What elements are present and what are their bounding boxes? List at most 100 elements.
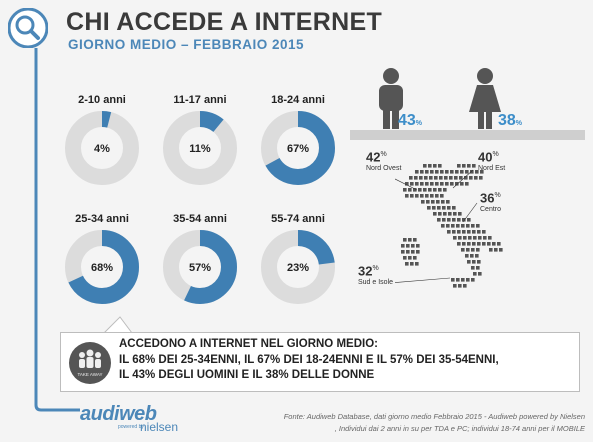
map-dot — [442, 206, 446, 210]
map-dot — [408, 188, 412, 192]
map-dot — [483, 236, 487, 240]
donut-value-label: 11% — [189, 143, 211, 155]
map-dot — [467, 230, 471, 234]
male-icon — [379, 68, 403, 129]
map-dot — [472, 260, 476, 264]
map-dot — [437, 206, 441, 210]
male-percentage: 43% — [398, 112, 423, 129]
map-dot — [423, 188, 427, 192]
map-dot — [445, 182, 449, 186]
donut-value-label: 67% — [287, 143, 309, 155]
map-dot — [480, 170, 484, 174]
map-dot — [478, 272, 482, 276]
map-dot — [403, 238, 407, 242]
map-dot — [433, 212, 437, 216]
map-dot — [482, 242, 486, 246]
map-dot — [492, 242, 496, 246]
donut-slice — [261, 111, 335, 185]
svg-text:TAKE AWAY: TAKE AWAY — [77, 372, 102, 377]
map-dot — [471, 266, 475, 270]
map-dot — [446, 224, 450, 228]
donut-category-label: 35-54 anni — [173, 213, 227, 225]
map-dot — [473, 272, 477, 276]
map-dot — [494, 248, 498, 252]
map-dot — [429, 176, 433, 180]
map-dot — [436, 200, 440, 204]
map-dot — [425, 194, 429, 198]
donut-slice — [163, 230, 237, 304]
map-dot — [466, 248, 470, 252]
map-dot — [425, 182, 429, 186]
donut-slice — [261, 230, 335, 304]
map-dot — [497, 242, 501, 246]
map-dot — [457, 164, 461, 168]
map-dot — [453, 212, 457, 216]
map-dot — [447, 206, 451, 210]
map-dot — [472, 164, 476, 168]
map-dot — [446, 200, 450, 204]
map-dot — [470, 170, 474, 174]
map-dot — [457, 242, 461, 246]
map-dot — [403, 256, 407, 260]
map-dot — [463, 236, 467, 240]
map-dot — [439, 176, 443, 180]
map-dot — [471, 248, 475, 252]
map-dot — [442, 218, 446, 222]
gender-panel: 43% 38% — [350, 68, 585, 140]
donut-value-label: 23% — [287, 262, 309, 274]
map-dot — [443, 212, 447, 216]
map-dot — [415, 262, 419, 266]
page-title: CHI ACCEDE A INTERNET — [66, 8, 383, 36]
map-label-centro: 36% Centro — [480, 190, 502, 214]
map-dot — [466, 224, 470, 228]
map-dot — [467, 164, 471, 168]
map-dot — [462, 218, 466, 222]
map-label-sud-isole: 32% Sud e Isole — [358, 263, 394, 287]
takeaway-badge: TAKE AWAY — [69, 342, 111, 384]
map-dot — [458, 212, 462, 216]
map-dot — [459, 176, 463, 180]
map-dot — [473, 236, 477, 240]
donut-value-label: 4% — [94, 143, 110, 155]
map-dot — [403, 188, 407, 192]
map-dot — [454, 176, 458, 180]
map-dot — [461, 248, 465, 252]
map-dot — [435, 170, 439, 174]
donut-3: 25-34 anni 68% — [59, 211, 145, 305]
donut-category-label: 18-24 anni — [271, 94, 325, 106]
map-dot — [447, 230, 451, 234]
map-dot — [438, 212, 442, 216]
map-dot — [411, 244, 415, 248]
map-dot — [435, 194, 439, 198]
map-dot — [457, 230, 461, 234]
map-dot — [405, 182, 409, 186]
map-label-nord-est: 40% Nord Est — [478, 149, 506, 173]
map-dot — [445, 170, 449, 174]
map-dot — [470, 254, 474, 258]
map-dot — [415, 182, 419, 186]
map-dot — [410, 194, 414, 198]
map-dot — [462, 230, 466, 234]
map-dot — [438, 164, 442, 168]
map-dot — [428, 188, 432, 192]
map-dot — [410, 262, 414, 266]
donut-category-label: 55-74 anni — [271, 213, 325, 225]
map-dot — [472, 242, 476, 246]
map-dot — [455, 170, 459, 174]
map-dot — [433, 188, 437, 192]
map-dot — [431, 200, 435, 204]
map-dot — [413, 238, 417, 242]
donut-5: 55-74 anni 23% — [255, 211, 341, 305]
donut-slice — [163, 111, 237, 185]
map-dot — [476, 248, 480, 252]
donut-category-label: 25-34 anni — [75, 213, 129, 225]
map-dot — [443, 188, 447, 192]
search-icon — [8, 8, 48, 48]
map-dot — [430, 194, 434, 198]
map-dot — [469, 176, 473, 180]
map-dot — [438, 188, 442, 192]
map-dot — [475, 170, 479, 174]
female-icon — [469, 68, 501, 129]
map-dot — [464, 176, 468, 180]
map-dot — [478, 236, 482, 240]
